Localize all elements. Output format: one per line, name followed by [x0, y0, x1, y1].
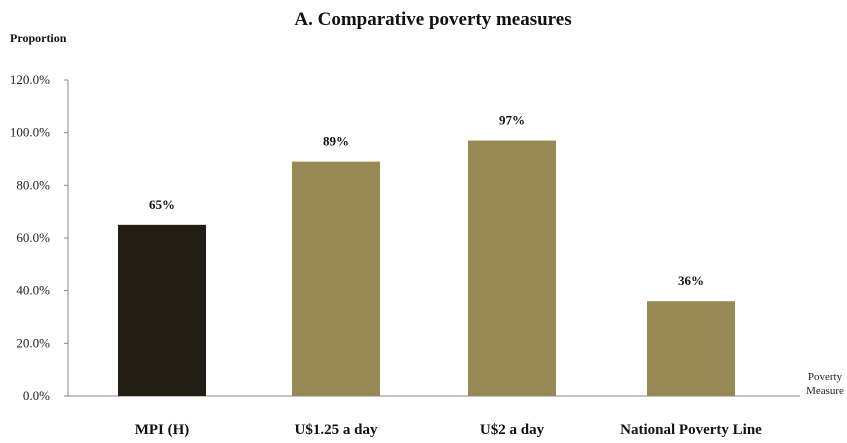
data-label: 65%	[149, 197, 175, 212]
data-label: 97%	[499, 113, 525, 128]
data-label: 36%	[678, 273, 704, 288]
y-axis-ticks: 0.0% 20.0% 40.0% 60.0% 80.0% 100.0% 120.0%	[10, 72, 68, 403]
y-axis-label: Proportion	[10, 31, 67, 45]
y-tick-label: 20.0%	[16, 335, 50, 350]
data-label: 89%	[323, 134, 349, 149]
y-tick-label: 60.0%	[16, 230, 50, 245]
x-axis-label: Poverty Measure	[806, 371, 844, 397]
y-tick-label: 40.0%	[16, 283, 50, 298]
y-tick-label: 0.0%	[23, 388, 50, 403]
category-label: MPI (H)	[135, 422, 190, 438]
bar-3	[468, 140, 556, 396]
bar-1	[118, 224, 206, 396]
category-label: National Poverty Line	[620, 422, 762, 438]
y-tick-label: 100.0%	[10, 125, 50, 140]
y-tick-label: 80.0%	[16, 177, 50, 192]
category-label: U$1.25 a day	[295, 422, 378, 438]
chart-title: A. Comparative poverty measures	[294, 9, 571, 30]
bar-4	[647, 301, 735, 396]
category-label: U$2 a day	[480, 422, 545, 438]
category-labels-group: MPI (H) U$1.25 a day U$2 a day National Pov…	[135, 422, 762, 438]
y-tick-label: 120.0%	[10, 72, 50, 87]
data-labels-group: 65% 89% 97% 36%	[149, 113, 704, 289]
bar-2	[292, 161, 380, 396]
bars-group	[118, 140, 735, 396]
